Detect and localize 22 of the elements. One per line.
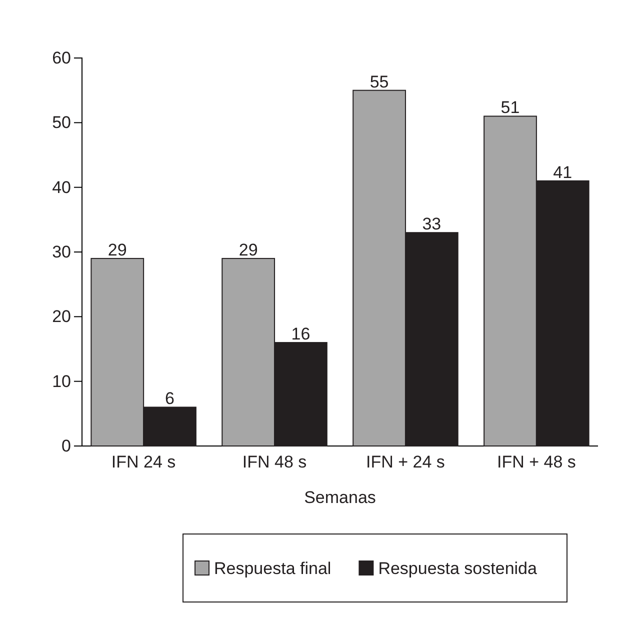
legend-label: Respuesta final	[214, 559, 332, 578]
data-label: 33	[422, 214, 442, 234]
data-label: 6	[165, 389, 174, 408]
data-label: 55	[370, 72, 389, 92]
x-tick-label: IFN 24 s	[111, 452, 176, 472]
data-label: 41	[553, 162, 572, 182]
data-label: 16	[291, 324, 310, 344]
legend-label: Respuesta sostenida	[378, 559, 538, 578]
data-label: 51	[500, 98, 520, 118]
x-tick-label: IFN + 24 s	[366, 452, 445, 472]
data-label: 29	[108, 240, 127, 260]
x-tick-label: IFN + 48 s	[497, 452, 576, 472]
data-label: 29	[238, 240, 258, 260]
y-tick-label: 20	[52, 307, 71, 326]
y-tick-label: 30	[52, 242, 71, 262]
y-tick-label: 50	[52, 113, 71, 132]
y-tick-label: 60	[52, 48, 71, 68]
y-tick-label: 10	[52, 372, 71, 391]
x-tick-label: IFN 48 s	[242, 452, 307, 472]
y-tick-label: 0	[62, 436, 71, 456]
x-axis-title: Semanas	[304, 488, 376, 507]
y-tick-label: 40	[52, 178, 71, 197]
